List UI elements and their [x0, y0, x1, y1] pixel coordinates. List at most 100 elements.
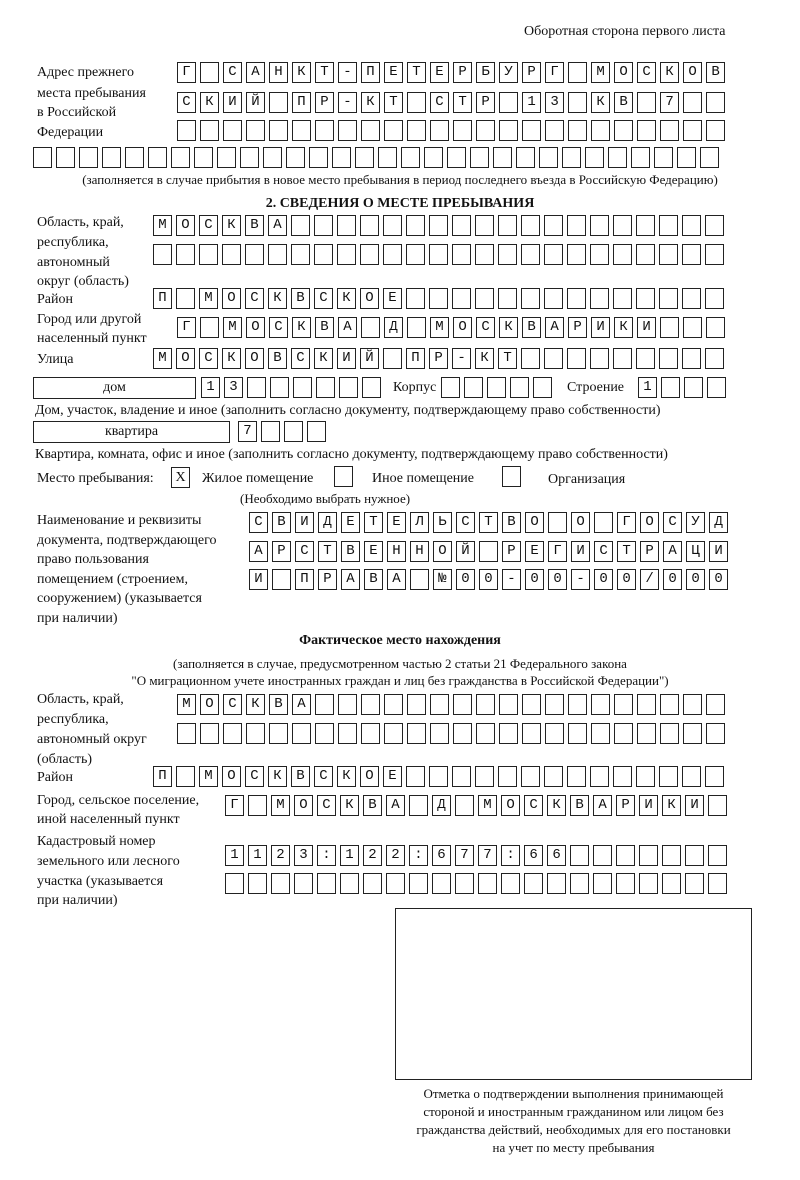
char-box[interactable]: [452, 215, 471, 236]
char-box[interactable]: [272, 569, 291, 590]
char-box[interactable]: [315, 62, 334, 83]
char-box[interactable]: [338, 694, 357, 715]
char-box[interactable]: [501, 795, 520, 816]
char-box[interactable]: [245, 215, 264, 236]
char-box[interactable]: [524, 795, 543, 816]
char-box[interactable]: [522, 317, 541, 338]
char-box[interactable]: [407, 92, 426, 113]
flat-row[interactable]: 7: [238, 421, 326, 442]
char-box[interactable]: [249, 541, 268, 562]
char-box[interactable]: [521, 766, 540, 787]
char-box[interactable]: [594, 569, 613, 590]
char-box[interactable]: [636, 348, 655, 369]
char-box[interactable]: [683, 62, 702, 83]
char-box[interactable]: [544, 288, 563, 309]
char-box[interactable]: [384, 92, 403, 113]
char-box[interactable]: [340, 873, 359, 894]
char-box[interactable]: [222, 244, 241, 265]
char-box[interactable]: [521, 244, 540, 265]
char-box[interactable]: [479, 569, 498, 590]
char-box[interactable]: [571, 512, 590, 533]
char-box[interactable]: [361, 120, 380, 141]
city-row[interactable]: Г МОСКВА Д МОСКВАРИКИ: [177, 317, 725, 338]
char-box[interactable]: [295, 512, 314, 533]
char-box[interactable]: [269, 694, 288, 715]
char-box[interactable]: [171, 147, 190, 168]
korpus-row[interactable]: [441, 377, 552, 398]
char-box[interactable]: [201, 377, 220, 398]
char-box[interactable]: [363, 873, 382, 894]
char-box[interactable]: [291, 288, 310, 309]
char-box[interactable]: [337, 244, 356, 265]
char-box[interactable]: [272, 512, 291, 533]
char-box[interactable]: [613, 766, 632, 787]
char-box[interactable]: [153, 215, 172, 236]
char-box[interactable]: [682, 215, 701, 236]
char-box[interactable]: [571, 541, 590, 562]
char-box[interactable]: [591, 92, 610, 113]
char-box[interactable]: [364, 569, 383, 590]
char-box[interactable]: [307, 421, 326, 442]
char-box[interactable]: [360, 766, 379, 787]
prev-address-row-2[interactable]: СКИЙ ПР-КТ СТР 13 КВ 7: [177, 92, 725, 113]
char-box[interactable]: [614, 62, 633, 83]
char-box[interactable]: [441, 377, 460, 398]
char-box[interactable]: [340, 845, 359, 866]
char-box[interactable]: [225, 845, 244, 866]
char-box[interactable]: [223, 723, 242, 744]
char-box[interactable]: [613, 348, 632, 369]
char-box[interactable]: [685, 873, 704, 894]
char-box[interactable]: [456, 512, 475, 533]
char-box[interactable]: [177, 92, 196, 113]
char-box[interactable]: [125, 147, 144, 168]
char-box[interactable]: [406, 348, 425, 369]
char-box[interactable]: [453, 62, 472, 83]
prev-address-row-4[interactable]: [33, 147, 719, 168]
char-box[interactable]: [682, 288, 701, 309]
char-box[interactable]: [292, 62, 311, 83]
char-box[interactable]: [79, 147, 98, 168]
char-box[interactable]: [177, 723, 196, 744]
char-box[interactable]: [153, 288, 172, 309]
char-box[interactable]: [709, 541, 728, 562]
char-box[interactable]: [683, 92, 702, 113]
char-box[interactable]: [223, 62, 242, 83]
char-box[interactable]: [640, 569, 659, 590]
char-box[interactable]: [199, 348, 218, 369]
char-box[interactable]: [638, 377, 657, 398]
char-box[interactable]: [502, 512, 521, 533]
char-box[interactable]: [199, 215, 218, 236]
char-box[interactable]: [225, 795, 244, 816]
char-box[interactable]: [567, 766, 586, 787]
char-box[interactable]: [338, 723, 357, 744]
char-box[interactable]: [686, 541, 705, 562]
char-box[interactable]: [199, 288, 218, 309]
char-box[interactable]: [568, 120, 587, 141]
char-box[interactable]: [613, 244, 632, 265]
char-box[interactable]: [384, 723, 403, 744]
char-box[interactable]: [406, 288, 425, 309]
char-box[interactable]: [360, 288, 379, 309]
char-box[interactable]: [548, 512, 567, 533]
char-box[interactable]: [223, 92, 242, 113]
char-box[interactable]: [660, 62, 679, 83]
char-box[interactable]: [547, 795, 566, 816]
char-box[interactable]: [295, 569, 314, 590]
char-box[interactable]: [706, 120, 725, 141]
char-box[interactable]: [200, 694, 219, 715]
char-box[interactable]: [338, 120, 357, 141]
char-box[interactable]: [663, 569, 682, 590]
char-box[interactable]: [200, 723, 219, 744]
char-box[interactable]: [430, 317, 449, 338]
char-box[interactable]: [341, 541, 360, 562]
char-box[interactable]: [361, 694, 380, 715]
char-box[interactable]: [238, 421, 257, 442]
char-box[interactable]: [522, 723, 541, 744]
char-box[interactable]: [386, 873, 405, 894]
char-box[interactable]: [683, 694, 702, 715]
char-box[interactable]: [591, 317, 610, 338]
flat-type-field[interactable]: квартира: [33, 421, 230, 443]
char-box[interactable]: [705, 244, 724, 265]
char-box[interactable]: [341, 569, 360, 590]
char-box[interactable]: [476, 62, 495, 83]
